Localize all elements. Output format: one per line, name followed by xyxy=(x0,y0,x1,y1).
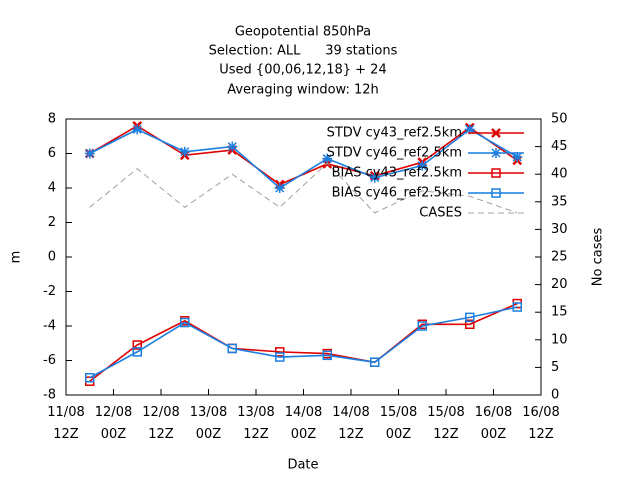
legend-marker xyxy=(491,188,501,198)
y2-tick-label: 35 xyxy=(551,194,568,209)
point xyxy=(85,373,95,383)
y-tick-label: 0 xyxy=(48,250,56,265)
y-tick-label: -8 xyxy=(43,388,56,403)
y2-tick-label: 40 xyxy=(551,167,568,182)
y-tick-label: 6 xyxy=(48,146,56,161)
point xyxy=(512,302,522,312)
chart-subtitle: Used {00,06,12,18} + 24 xyxy=(219,63,386,78)
point xyxy=(132,124,143,135)
point xyxy=(132,347,142,357)
point xyxy=(465,312,475,323)
y2-tick-label: 15 xyxy=(551,305,568,320)
y2-axis-label: No cases xyxy=(591,228,606,287)
y2-tick-label: 10 xyxy=(551,332,568,347)
legend-label: STDV cy46_ref2.5km xyxy=(327,146,462,161)
legend-label: CASES xyxy=(419,206,462,221)
point xyxy=(274,183,285,193)
point xyxy=(180,317,190,328)
y2-tick-label: 5 xyxy=(551,360,559,375)
y2-tick-label: 30 xyxy=(551,222,568,237)
x-tick-label: 12/08 00Z xyxy=(94,405,133,442)
y2-tick-label: 25 xyxy=(551,250,568,265)
series-line xyxy=(89,306,518,379)
x-tick-label: 14/08 12Z xyxy=(332,405,370,442)
series-line xyxy=(89,302,518,382)
y2-tick-label: 0 xyxy=(551,388,559,403)
y-tick-label: -4 xyxy=(43,319,56,334)
y-axis-label: m xyxy=(9,251,24,264)
legend-label: BIAS cy46_ref2.5km xyxy=(332,186,462,201)
x-tick-label: 14/08 00Z xyxy=(284,405,323,442)
x-tick-label: 13/08 00Z xyxy=(189,405,228,442)
point xyxy=(179,146,190,157)
legend-label: STDV cy43_ref2.5km xyxy=(327,126,462,141)
y-tick-label: -2 xyxy=(43,284,56,299)
y-tick-label: 8 xyxy=(48,112,56,127)
legend-marker xyxy=(491,128,501,138)
point xyxy=(370,357,380,367)
series-line xyxy=(89,162,518,214)
legend-marker xyxy=(491,168,501,178)
y2-tick-label: 20 xyxy=(551,277,568,292)
chart-title: Geopotential 850hPa xyxy=(235,25,371,40)
point xyxy=(465,319,475,330)
x-tick-label: 15/08 12Z xyxy=(427,405,465,442)
point xyxy=(512,151,523,162)
x-tick-label: 16/08 00Z xyxy=(474,405,513,442)
point xyxy=(369,172,380,183)
point xyxy=(464,124,475,135)
point xyxy=(227,343,237,354)
point xyxy=(132,340,142,350)
chart-subtitle: Selection: ALL 39 stations xyxy=(209,44,398,59)
y-tick-label: 4 xyxy=(48,181,56,196)
y-tick-label: -6 xyxy=(43,353,56,368)
point xyxy=(227,141,238,152)
point xyxy=(275,347,285,357)
point xyxy=(84,148,95,159)
y2-tick-label: 45 xyxy=(551,139,568,154)
y-tick-label: 2 xyxy=(48,215,56,230)
legend-label: BIAS cy43_ref2.5km xyxy=(332,166,462,181)
point xyxy=(417,160,428,171)
x-tick-label: 16/08 12Z xyxy=(522,405,560,442)
y2-tick-label: 50 xyxy=(551,112,568,127)
legend-marker xyxy=(491,148,501,158)
x-tick-label: 13/08 12Z xyxy=(237,405,275,442)
series-line xyxy=(89,128,518,189)
point xyxy=(322,350,332,361)
x-tick-label: 12/08 12Z xyxy=(142,405,180,442)
x-tick-label: 15/08 00Z xyxy=(379,405,418,442)
chart-subtitle: Averaging window: 12h xyxy=(227,83,379,98)
plot-frame xyxy=(65,118,542,396)
point xyxy=(275,352,285,362)
point xyxy=(322,153,333,164)
point xyxy=(417,321,427,331)
x-tick-label: 11/08 12Z xyxy=(47,405,85,442)
x-axis-label: Date xyxy=(287,458,318,473)
